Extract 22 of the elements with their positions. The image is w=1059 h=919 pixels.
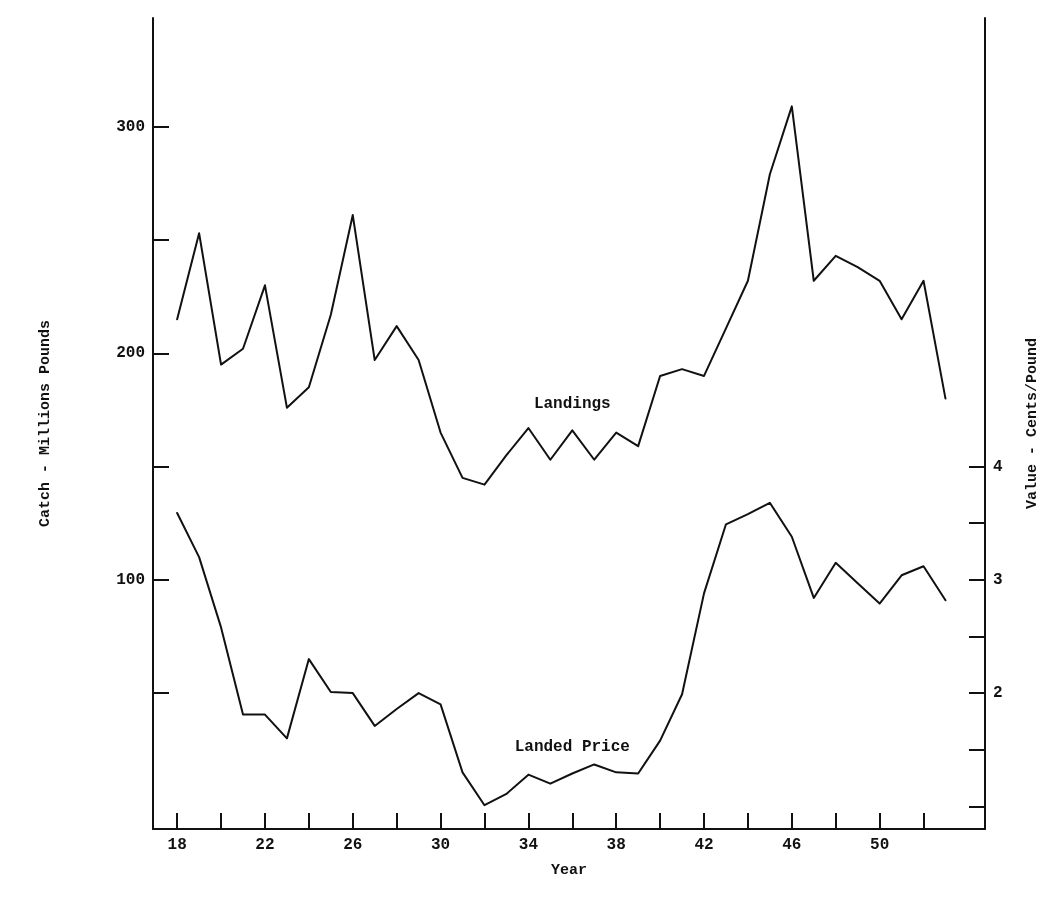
y2-tick-label: 3 [993,570,1003,589]
x-axis-title: Year [550,862,588,879]
line-series [176,501,947,807]
x-tick-label: 42 [694,836,714,854]
y-tick-label: 300 [116,117,145,136]
y2-axis-title: Value - Cents/Pound [1024,337,1041,510]
y2-tick-label: 2 [993,684,1003,703]
y-axis-title: Catch - Millions Pounds [37,319,54,528]
series-label: Landed Price [514,738,630,757]
series-label: Landings [533,395,611,414]
x-tick-label: 30 [430,836,451,854]
y2-tick-label: 4 [993,457,1003,476]
line-series [176,105,947,486]
x-tick-label: 38 [606,836,626,854]
y-tick-label: 200 [116,344,145,363]
x-tick-label: 26 [343,836,363,854]
x-tick-label: 50 [870,836,890,854]
x-tick-label: 34 [518,836,539,854]
y-tick-label: 100 [116,570,145,589]
x-tick-label: 18 [167,836,187,854]
x-tick-label: 22 [255,836,275,854]
x-tick-label: 46 [782,836,802,854]
